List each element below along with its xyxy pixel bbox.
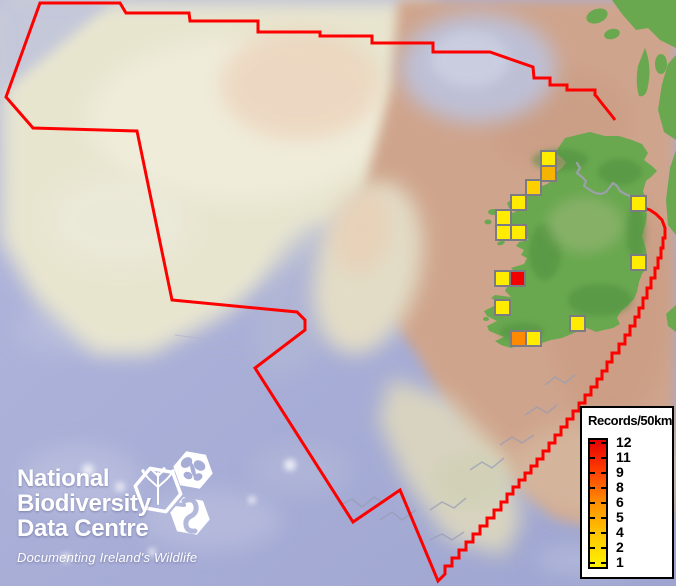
legend-title: Records/50km	[588, 413, 673, 428]
legend-tick	[590, 502, 595, 504]
grid-cell	[540, 150, 557, 167]
legend-tick	[590, 532, 595, 534]
butterfly-hexagon-icon	[173, 451, 213, 489]
grid-cell	[525, 330, 542, 347]
shelf-region	[0, 0, 462, 355]
logo-text: National Biodiversity Data Centre Docume…	[17, 466, 197, 570]
legend-tick	[590, 547, 595, 549]
legend-tick	[601, 442, 606, 444]
logo-title-line1: National	[17, 465, 110, 492]
grid-cell	[510, 194, 527, 211]
logo-tagline: Documenting Ireland's Wildlife	[17, 550, 198, 565]
legend-tick	[601, 532, 606, 534]
logo-title-line2: Biodiversity	[17, 490, 151, 517]
legend-tick	[590, 442, 595, 444]
legend-tick-label: 9	[616, 464, 624, 480]
grid-cell	[495, 224, 512, 241]
legend-tick	[590, 457, 595, 459]
ni-border-line	[575, 161, 635, 202]
legend-tick	[601, 547, 606, 549]
grid-cell	[509, 270, 526, 287]
legend-tick	[590, 487, 595, 489]
grid-cell	[494, 270, 511, 287]
grid-cell	[494, 299, 511, 316]
grid-cell	[510, 330, 527, 347]
legend-tick-label: 2	[616, 539, 624, 555]
legend-tick	[601, 487, 606, 489]
legend-panel: Records/50km 12 11 9 8 6 5 4 2 1	[580, 406, 674, 579]
legend-tick-label: 1	[616, 554, 624, 570]
grid-cell	[510, 224, 527, 241]
legend-tick-label: 8	[616, 479, 624, 495]
logo-title-line3: Data Centre	[17, 515, 149, 542]
grid-cell	[630, 254, 647, 271]
britain-landmass	[586, 0, 676, 332]
legend-tick	[590, 517, 595, 519]
legend-tick	[590, 562, 595, 564]
boundary-line	[4, 1, 667, 584]
porcupine-bank	[253, 181, 423, 377]
legend-tick-label: 6	[616, 494, 624, 510]
legend-tick	[601, 517, 606, 519]
legend-tick-label: 12	[616, 434, 632, 450]
legend-gradient-bar	[588, 438, 608, 569]
grid-cell	[569, 315, 586, 332]
legend-tick	[601, 562, 606, 564]
seahorse-hexagon-icon	[170, 497, 210, 535]
legend-tick-label: 5	[616, 509, 624, 525]
logo-hexagons	[133, 451, 213, 535]
legend-tick	[601, 457, 606, 459]
grid-cell	[630, 195, 647, 212]
plant-hexagon-icon	[133, 466, 183, 514]
records-grid-squares	[494, 150, 647, 347]
legend-tick	[590, 472, 595, 474]
grid-cell	[525, 179, 542, 196]
legend-tick	[601, 472, 606, 474]
shelf-edge-canyons	[174, 334, 576, 556]
legend-tick	[601, 502, 606, 504]
legend-tick-label: 11	[616, 449, 631, 465]
grid-cell	[495, 209, 512, 226]
legend-tick-label: 4	[616, 524, 624, 540]
grid-cell	[540, 165, 557, 182]
